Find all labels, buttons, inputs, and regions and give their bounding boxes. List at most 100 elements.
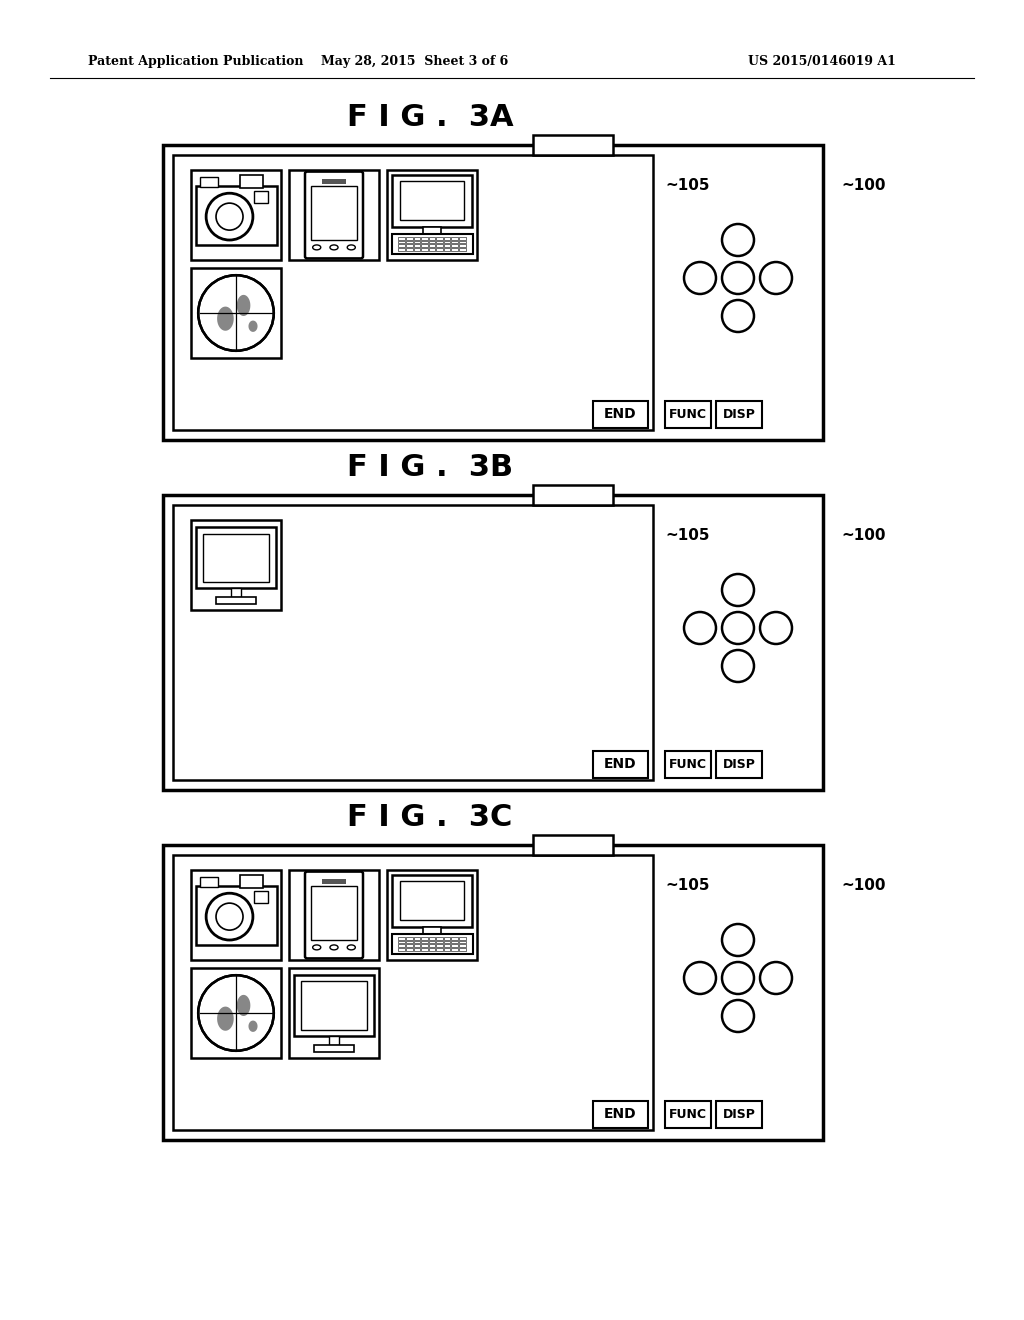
Polygon shape: [217, 1007, 233, 1031]
Bar: [163, 495, 823, 789]
Bar: [452, 244, 458, 247]
Circle shape: [722, 612, 754, 644]
Bar: [289, 870, 379, 960]
Bar: [414, 937, 420, 940]
Bar: [414, 248, 420, 251]
Text: END: END: [604, 1107, 637, 1122]
Bar: [197, 527, 275, 589]
Circle shape: [722, 962, 754, 994]
Bar: [173, 855, 653, 1130]
Bar: [452, 948, 458, 950]
Bar: [414, 948, 420, 950]
Bar: [421, 248, 428, 251]
Text: ~100: ~100: [841, 878, 886, 892]
Bar: [429, 244, 435, 247]
Bar: [407, 941, 413, 944]
Bar: [534, 484, 613, 506]
Bar: [407, 248, 413, 251]
Bar: [391, 935, 472, 953]
Bar: [310, 186, 357, 240]
Bar: [163, 845, 823, 1140]
Bar: [414, 240, 420, 243]
Bar: [398, 948, 406, 950]
Polygon shape: [237, 995, 250, 1016]
Bar: [716, 401, 762, 428]
Bar: [429, 248, 435, 251]
Bar: [452, 236, 458, 239]
Bar: [191, 268, 281, 358]
Bar: [716, 751, 762, 777]
Bar: [191, 870, 281, 960]
Bar: [240, 176, 263, 187]
Bar: [452, 248, 458, 251]
Bar: [323, 879, 346, 883]
Bar: [421, 948, 428, 950]
Bar: [421, 244, 428, 247]
Bar: [436, 944, 442, 946]
Circle shape: [722, 261, 754, 294]
FancyBboxPatch shape: [305, 871, 362, 958]
Circle shape: [722, 924, 754, 956]
Text: DISP: DISP: [723, 408, 756, 421]
Bar: [452, 944, 458, 946]
Bar: [329, 1036, 339, 1045]
Bar: [407, 937, 413, 940]
Ellipse shape: [347, 945, 355, 950]
Bar: [452, 941, 458, 944]
Bar: [289, 170, 379, 260]
Bar: [443, 244, 451, 247]
Bar: [459, 244, 466, 247]
Text: DISP: DISP: [723, 1107, 756, 1121]
Bar: [387, 870, 477, 960]
Bar: [421, 944, 428, 946]
Bar: [407, 236, 413, 239]
Bar: [398, 244, 406, 247]
Text: ~105: ~105: [665, 177, 710, 193]
Polygon shape: [217, 306, 233, 331]
Text: ~105: ~105: [665, 528, 710, 543]
Bar: [398, 240, 406, 243]
Bar: [429, 236, 435, 239]
Text: F I G .  3A: F I G . 3A: [347, 103, 513, 132]
Bar: [429, 941, 435, 944]
Circle shape: [684, 261, 716, 294]
Bar: [436, 236, 442, 239]
Bar: [398, 937, 406, 940]
Bar: [398, 941, 406, 944]
Bar: [191, 170, 281, 260]
Bar: [407, 944, 413, 946]
Text: ~100: ~100: [841, 177, 886, 193]
Bar: [459, 948, 466, 950]
Circle shape: [216, 203, 243, 230]
Bar: [423, 927, 441, 935]
Circle shape: [760, 261, 792, 294]
Bar: [436, 948, 442, 950]
Ellipse shape: [330, 246, 338, 249]
Text: ~105: ~105: [665, 878, 710, 892]
Bar: [310, 886, 357, 940]
Bar: [414, 944, 420, 946]
Bar: [163, 145, 823, 440]
Circle shape: [760, 962, 792, 994]
Circle shape: [722, 224, 754, 256]
Text: FUNC: FUNC: [669, 408, 707, 421]
Bar: [436, 244, 442, 247]
Bar: [414, 236, 420, 239]
Bar: [399, 880, 465, 920]
Bar: [392, 875, 472, 927]
Bar: [452, 937, 458, 940]
Text: US 2015/0146019 A1: US 2015/0146019 A1: [748, 55, 896, 69]
Bar: [534, 135, 613, 154]
Bar: [443, 944, 451, 946]
Circle shape: [684, 962, 716, 994]
Circle shape: [199, 275, 273, 351]
Bar: [459, 236, 466, 239]
Bar: [201, 177, 218, 187]
Polygon shape: [237, 294, 250, 315]
Bar: [421, 240, 428, 243]
Circle shape: [206, 193, 253, 240]
Bar: [196, 886, 276, 945]
Bar: [443, 948, 451, 950]
Text: Patent Application Publication: Patent Application Publication: [88, 55, 303, 69]
Bar: [191, 968, 281, 1059]
